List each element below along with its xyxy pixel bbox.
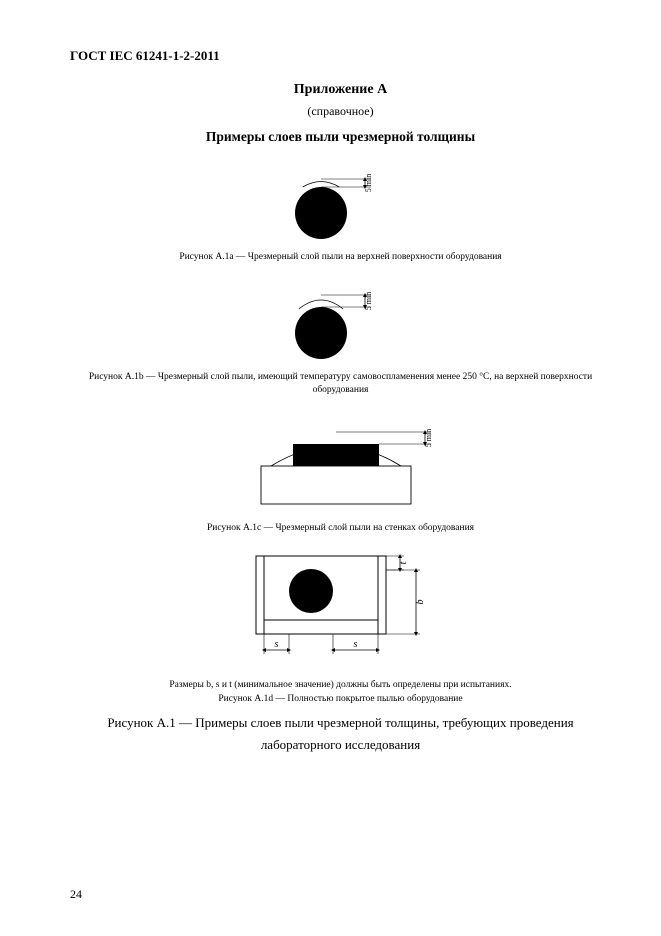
page-number: 24 [70,887,82,902]
svg-text:5 min: 5 min [364,174,373,192]
svg-text:5 min: 5 min [364,292,373,310]
svg-text:s: s [353,639,357,650]
note-a1d: Размеры b, s и t (минимальное значение) … [70,680,611,690]
figure-a1c-svg: 5 min [221,406,461,516]
appendix-title: Приложение А [70,82,611,98]
figure-a1b: 5 min [70,273,611,365]
final-caption: Рисунок А.1 — Примеры слоев пыли чрезмер… [70,712,611,756]
figure-a1a: 5 min [70,159,611,245]
final-caption-line2: лабораторного исследования [261,737,420,752]
figure-a1d-svg: s s t b [221,544,461,674]
caption-a1b: Рисунок A.1b — Чрезмерный слой пыли, име… [70,371,611,396]
svg-text:5 min: 5 min [424,429,433,447]
svg-text:b: b [415,600,426,605]
svg-text:s: s [274,639,278,650]
figure-a1a-svg: 5 min [261,159,421,245]
figure-a1b-svg: 5 min [261,273,421,365]
figure-a1d: s s t b [70,544,611,674]
appendix-subtitle: (справочное) [70,104,611,119]
caption-a1d: Рисунок A.1d — Полностью покрытое пылью … [70,694,611,704]
doc-code: ГОСТ IEC 61241-1-2-2011 [70,48,611,64]
svg-text:t: t [398,562,409,565]
figure-a1c: 5 min [70,406,611,516]
section-title: Примеры слоев пыли чрезмерной толщины [70,129,611,145]
final-caption-line1: Рисунок А.1 — Примеры слоев пыли чрезмер… [107,715,573,730]
caption-a1a: Рисунок A.1a — Чрезмерный слой пыли на в… [70,251,611,263]
page: ГОСТ IEC 61241-1-2-2011 Приложение А (сп… [0,0,661,936]
caption-a1c: Рисунок A.1c — Чрезмерный слой пыли на с… [70,522,611,534]
